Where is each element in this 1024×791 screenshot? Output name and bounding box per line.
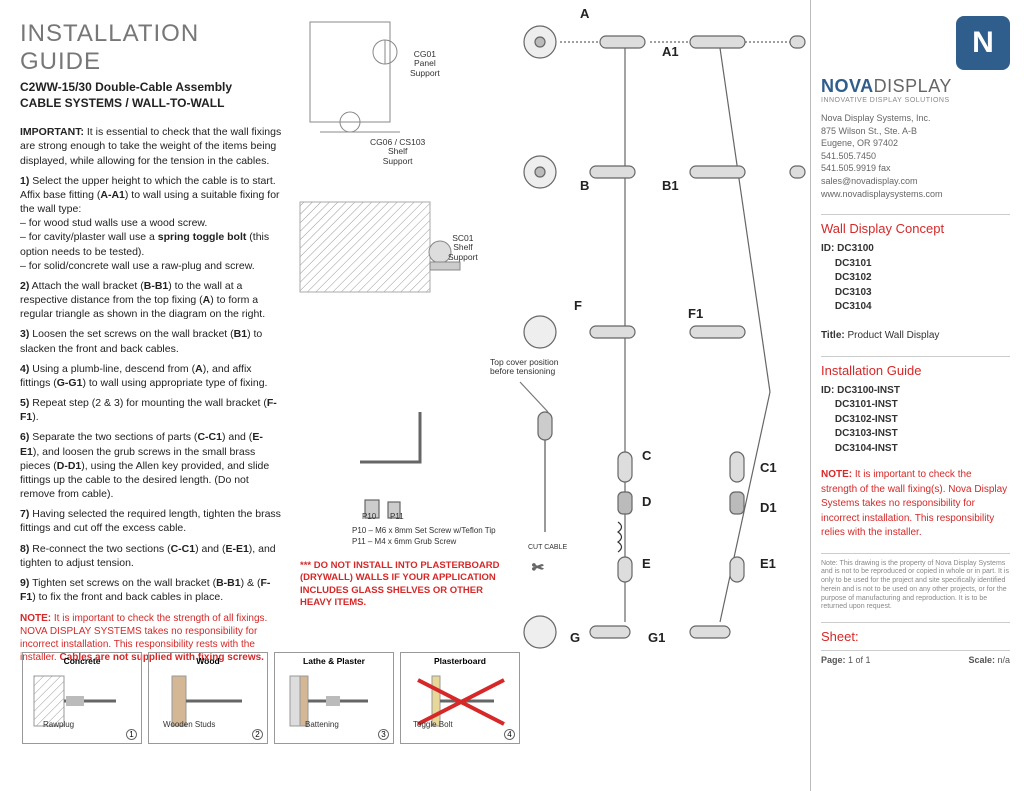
label-D: D — [642, 494, 651, 509]
label-C: C — [642, 448, 651, 463]
wall-option-concrete: Concrete Rawplug 1 — [22, 652, 142, 744]
label-B1: B1 — [662, 178, 679, 193]
company-address: Nova Display Systems, Inc. 875 Wilson St… — [821, 112, 1010, 200]
concept-ids: ID: DC3100 DC3101 DC3102 DC3103 DC3104 T… — [821, 242, 1010, 344]
guide-note: NOTE: It is important to check the stren… — [821, 468, 1010, 541]
page-title: INSTALLATION GUIDE — [20, 20, 282, 76]
label-B: B — [580, 178, 589, 193]
assembly-diagram: ✂ — [290, 12, 810, 652]
diagram-column: ✂ A A1 B B1 F F1 C C1 D D1 E E1 G G1 CG0… — [290, 0, 810, 791]
wall-option-plasterboard: Plasterboard Toggle Bolt 4 — [400, 652, 520, 744]
sidebar: N NOVADISPLAY INNOVATIVE DISPLAY SOLUTIO… — [810, 0, 1024, 791]
label-F: F — [574, 298, 582, 313]
svg-text:✂: ✂ — [532, 559, 544, 575]
product-subtitle: C2WW-15/30 Double-Cable AssemblyCABLE SY… — [20, 80, 282, 111]
label-G: G — [570, 630, 580, 645]
wall-fixing-options: Concrete Rawplug 1 Wood Wooden Studs 2 L… — [22, 652, 802, 744]
wall-option-wood: Wood Wooden Studs 2 — [148, 652, 268, 744]
logo-icon: N — [956, 16, 1010, 70]
p10-label: P10 — [362, 512, 376, 521]
label-G1: G1 — [648, 630, 665, 645]
drywall-warning: *** DO NOT INSTALL INTO PLASTERBOARD (DR… — [300, 560, 510, 609]
p10-desc: P10 – M6 x 8mm Set Screw w/Teflon Tip — [352, 526, 522, 535]
important-label: IMPORTANT: — [20, 126, 84, 138]
company-logo: N NOVADISPLAY INNOVATIVE DISPLAY SOLUTIO… — [821, 16, 1010, 104]
sc01-label: SC01ShelfSupport — [448, 234, 478, 262]
label-D1: D1 — [760, 500, 777, 515]
guide-heading: Installation Guide — [821, 356, 1010, 378]
sheet-heading: Sheet: — [821, 622, 1010, 644]
cg01-label: CG01PanelSupport — [410, 50, 440, 78]
label-F1: F1 — [688, 306, 703, 321]
guide-ids: ID: DC3100-INST DC3101-INST DC3102-INST … — [821, 384, 1010, 457]
instruction-body: IMPORTANT: It is essential to check that… — [20, 125, 282, 664]
sheet-info: Page: 1 of 1 Scale: n/a — [821, 650, 1010, 665]
fineprint: Note: This drawing is the property of No… — [821, 553, 1010, 613]
topcover-label: Top cover positionbefore tensioning — [490, 358, 559, 377]
label-E1: E1 — [760, 556, 776, 571]
label-E: E — [642, 556, 651, 571]
label-A1: A1 — [662, 44, 679, 59]
cg06-label: CG06 / CS103ShelfSupport — [370, 138, 425, 166]
concept-heading: Wall Display Concept — [821, 214, 1010, 236]
cutcable-label: CUT CABLE — [528, 544, 567, 551]
p11-desc: P11 – M4 x 6mm Grub Screw — [352, 537, 522, 546]
p11-label: P11 — [390, 512, 404, 521]
label-C1: C1 — [760, 460, 777, 475]
wall-option-lathe: Lathe & Plaster Battening 3 — [274, 652, 394, 744]
label-A: A — [580, 6, 589, 21]
